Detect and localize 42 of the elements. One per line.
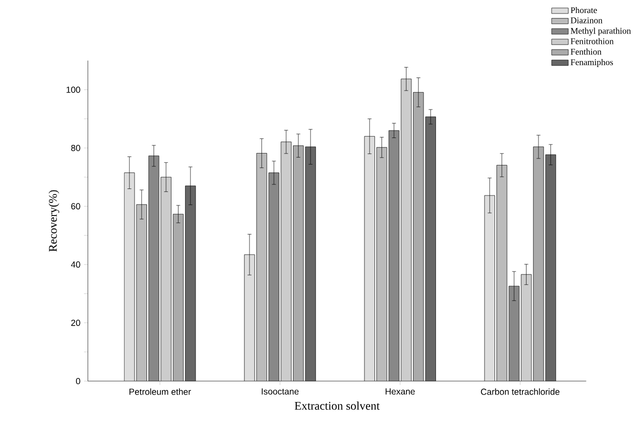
bar (173, 214, 184, 382)
x-tick-label: Carbon tetrachloride (480, 388, 560, 395)
bar (305, 146, 316, 382)
x-tick-label: Isooctane (262, 388, 299, 395)
x-tick-label: Petroleum ether (129, 388, 191, 395)
bar (376, 147, 387, 382)
bar (545, 154, 556, 382)
bar (136, 204, 147, 382)
bar (425, 116, 436, 382)
legend-label: Fenitrothion (570, 38, 614, 44)
y-axis-title: Recovery(%) (48, 190, 60, 252)
bar (388, 130, 400, 382)
y-tick-label: 60 (71, 203, 80, 210)
bar (148, 156, 159, 382)
x-axis-title: Extraction solvent (294, 402, 380, 410)
bar (364, 136, 375, 382)
bar (124, 172, 135, 382)
y-tick-label: 40 (70, 261, 80, 268)
bar (533, 146, 544, 382)
bar (280, 142, 292, 382)
x-tick-label: Hexane (386, 388, 415, 395)
bar (508, 286, 520, 382)
bar (496, 165, 508, 382)
y-tick-label: 100 (66, 86, 80, 93)
bar (413, 92, 424, 382)
bar (160, 177, 172, 382)
bar (256, 153, 267, 382)
legend-label: Phorate (570, 7, 597, 14)
y-tick-label: 20 (71, 320, 80, 326)
y-tick-label: 80 (71, 144, 80, 152)
bar (185, 186, 196, 382)
bar (293, 146, 304, 382)
legend-label: Fenamiphos (570, 59, 613, 67)
legend-label: Diazinon (570, 17, 602, 24)
bar (401, 78, 412, 382)
bar (520, 274, 532, 382)
bar (484, 195, 495, 382)
bar (268, 172, 280, 382)
y-tick-label: 0 (76, 378, 80, 384)
legend-label: Methyl parathion (570, 28, 631, 36)
bar (244, 254, 255, 382)
legend-label: Fenthion (570, 48, 602, 55)
